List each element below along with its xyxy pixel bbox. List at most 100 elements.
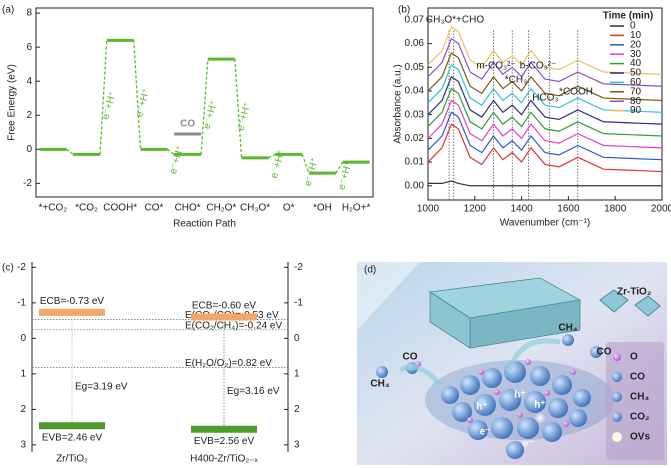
y-tick-label: 0.06 — [405, 38, 425, 49]
x-tick-label: Zr/TiO₂ — [56, 454, 88, 465]
panel-label: (b) — [398, 5, 410, 16]
reaction-arrow — [507, 338, 561, 371]
y-tick-label: 0.03 — [405, 109, 425, 120]
legend-label: 0 — [630, 21, 636, 32]
legend-icon — [612, 412, 622, 422]
charge-label: e⁻ — [523, 439, 534, 450]
y-tick-label: 0.07 — [405, 14, 425, 25]
spectrum-line — [428, 180, 662, 187]
legend-label: CO₂ — [630, 412, 649, 423]
valence-band-label: EVB=2.46 eV — [42, 432, 103, 443]
connector — [301, 154, 310, 174]
charge-label: e⁻ — [480, 427, 491, 438]
reference-label: E(H₂O/O₂)=0.82 eV — [185, 358, 272, 369]
gas-label: CH₄ — [558, 323, 577, 334]
connector — [133, 40, 142, 150]
x-tick-label: CH₂O* — [206, 203, 236, 214]
legend-icon — [612, 432, 622, 442]
x-tick-label: 1200 — [464, 204, 487, 215]
step-label: e⁻+H⁺ — [269, 149, 287, 180]
x-tick-label: H₂O+* — [342, 203, 371, 214]
connector — [268, 153, 276, 159]
band-gap-label: Eg=3.19 eV — [75, 382, 128, 393]
legend-label: 20 — [630, 39, 642, 50]
connector — [167, 148, 175, 155]
legend-icon — [612, 372, 622, 382]
y2-tick-label: -1 — [294, 297, 303, 308]
y-tick-label: 0.04 — [405, 86, 425, 97]
reaction-arrow — [398, 364, 442, 387]
spectrum-line — [427, 52, 663, 102]
legend-label: 70 — [630, 86, 642, 97]
y-tick-label: 4 — [26, 76, 32, 87]
y2-tick-label: 2 — [294, 404, 300, 415]
connector — [234, 59, 243, 158]
spectrum-line — [427, 99, 663, 149]
reference-label: E(CO₂/CH₄)=-0.24 eV — [185, 320, 282, 331]
x-tick-label: CHO* — [175, 203, 201, 214]
panel-label: (c) — [2, 263, 14, 274]
annotation: m-CO₃²⁻ — [476, 61, 515, 72]
panel-label: (a) — [2, 5, 14, 16]
legend-label: 30 — [630, 49, 642, 60]
illustration: (d) Zr-TiO₂ CH₄ CO CH₄ CO h⁺ h⁺ h⁺ e⁻ e⁻ O CO CH₄ CO₂ O… — [357, 262, 667, 465]
conduction-band-label: ECB=-0.60 eV — [192, 301, 257, 312]
x-tick-label: 2000 — [651, 204, 671, 215]
x-tick-label: *+CO₂ — [39, 203, 68, 214]
legend-label: 10 — [630, 30, 642, 41]
legend-label: CH₄ — [630, 392, 649, 403]
legend-label: 40 — [630, 58, 642, 69]
gas-label: CO — [403, 352, 418, 363]
y-tick-label: 0 — [26, 144, 32, 155]
step-label: e⁻+H⁺ — [100, 90, 118, 121]
connector — [65, 148, 74, 155]
connector — [99, 40, 108, 155]
legend-label: 80 — [630, 96, 642, 107]
annotation: *CH₃ — [505, 75, 527, 86]
x-tick-label: 1800 — [604, 204, 627, 215]
catalyst-cluster — [441, 359, 591, 459]
x-tick-label: COOH* — [103, 203, 137, 214]
ch4-molecule — [562, 334, 574, 346]
legend-title: Time (min) — [603, 11, 653, 22]
x-tick-label: *OH — [313, 203, 332, 214]
annotation: HCO₃⁻ — [532, 93, 564, 104]
y-tick-label: 8 — [26, 8, 32, 19]
y-tick-label: -2 — [23, 178, 32, 189]
spectrum-line — [427, 75, 663, 125]
y-tick-label: 0.00 — [405, 180, 425, 191]
x-tick-label: 1600 — [557, 204, 580, 215]
x-tick-label: 1400 — [510, 204, 533, 215]
legend-label: 60 — [630, 77, 642, 88]
legend-box — [606, 342, 664, 460]
x-axis-label: Wavenumber (cm⁻¹) — [500, 218, 590, 229]
y2-tick-label: 3 — [294, 440, 300, 451]
x-tick-label: CH₃O* — [240, 203, 270, 214]
legend-icon — [613, 353, 621, 361]
y2-tick-label: 0 — [294, 333, 300, 344]
panel-label: (d) — [364, 265, 376, 276]
ch4-molecule — [376, 366, 388, 378]
co-molecule — [590, 346, 602, 358]
illustration-title: Zr-TiO₂ — [617, 287, 651, 298]
connector — [335, 161, 344, 174]
x-tick-label: H400-Zr/TiO₂₋ₓ — [190, 454, 258, 465]
octahedron — [634, 295, 661, 317]
y-tick-label: -1 — [17, 297, 26, 308]
valence-band-label: EVB=2.56 eV — [194, 436, 255, 447]
spectrum-line — [427, 63, 663, 113]
spectrum-line — [427, 37, 663, 87]
spectrum-line — [427, 123, 663, 173]
y-tick-label: 0.05 — [405, 62, 425, 73]
y-tick-label: 2 — [20, 404, 26, 415]
octahedron — [599, 289, 629, 313]
gas-label: CH₄ — [370, 379, 389, 390]
legend-label: CO — [630, 372, 645, 383]
legend-label: OVs — [630, 432, 650, 443]
spectrum-line — [427, 87, 663, 137]
x-tick-label: CO* — [144, 203, 163, 214]
annotation: b-CO₃²⁻ — [520, 61, 557, 72]
y2-tick-label: -2 — [294, 262, 303, 273]
charge-label: h⁺ — [534, 400, 545, 411]
